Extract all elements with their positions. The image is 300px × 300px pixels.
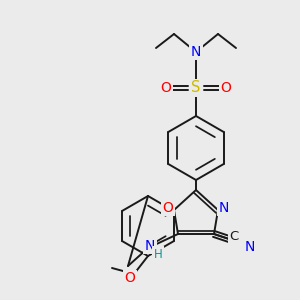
Text: N: N xyxy=(191,45,201,59)
Text: N: N xyxy=(219,201,229,215)
Text: N: N xyxy=(245,240,255,254)
Text: N: N xyxy=(145,239,155,253)
Text: O: O xyxy=(160,81,171,95)
Text: O: O xyxy=(220,81,231,95)
Text: C: C xyxy=(230,230,238,244)
Text: S: S xyxy=(191,80,201,95)
Text: H: H xyxy=(154,248,162,260)
Text: O: O xyxy=(163,201,173,215)
Text: O: O xyxy=(124,271,135,285)
